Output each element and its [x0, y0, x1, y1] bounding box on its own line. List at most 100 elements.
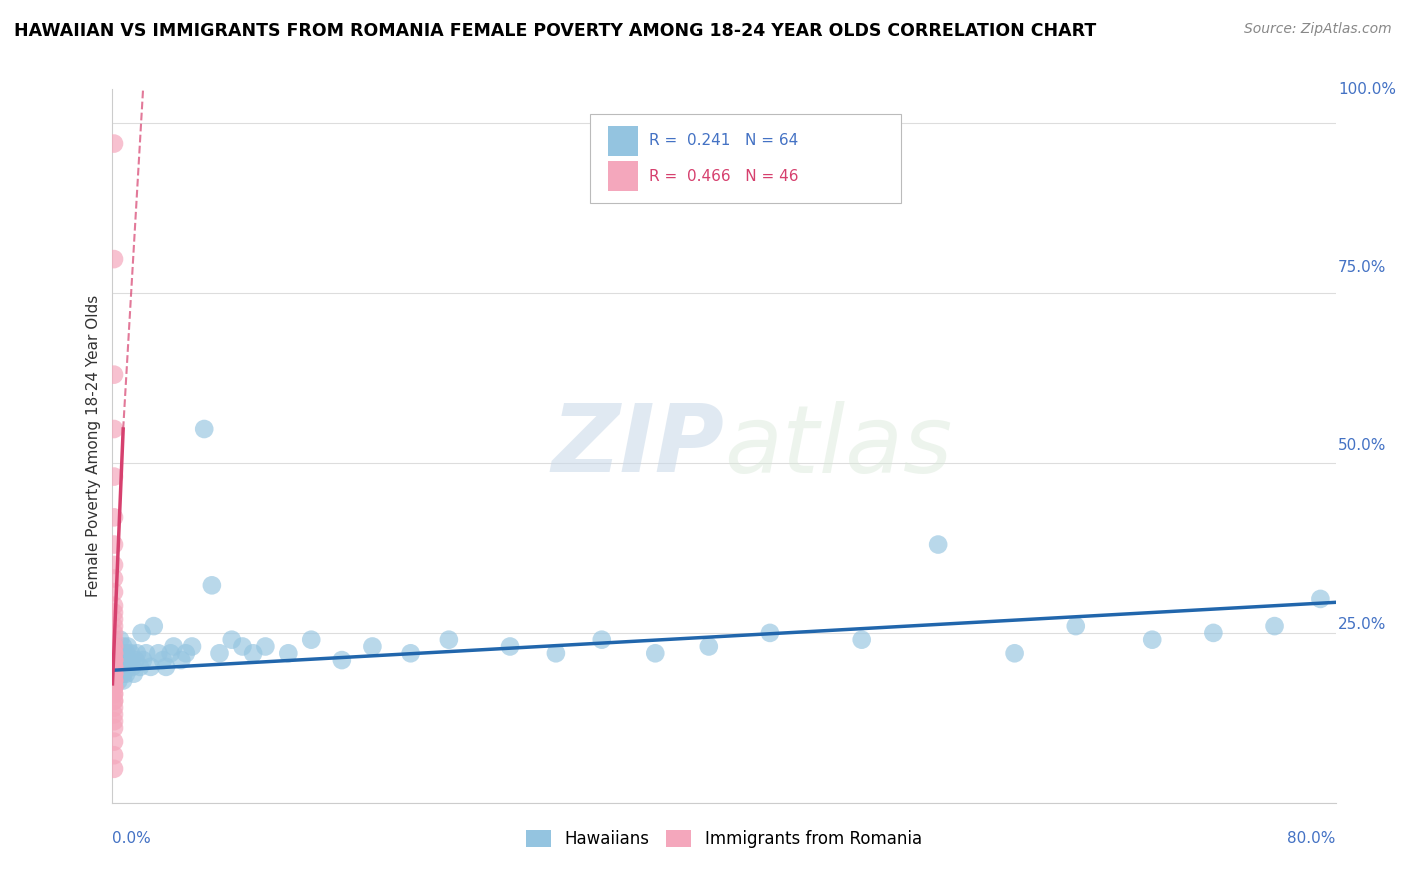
Point — [103, 666, 125, 681]
Text: Source: ZipAtlas.com: Source: ZipAtlas.com — [1244, 22, 1392, 37]
Point — [299, 632, 322, 647]
Point — [112, 640, 135, 654]
Text: R =  0.466   N = 46: R = 0.466 N = 46 — [650, 169, 799, 184]
Point — [208, 646, 231, 660]
Point — [591, 632, 613, 647]
Point — [103, 653, 125, 667]
Point — [103, 136, 125, 151]
Point — [103, 748, 125, 763]
Point — [105, 660, 128, 674]
Point — [181, 640, 204, 654]
Point — [159, 646, 181, 660]
Point — [1064, 619, 1087, 633]
Point — [103, 660, 125, 674]
Point — [103, 640, 125, 654]
Point — [142, 619, 165, 633]
Text: ZIP: ZIP — [551, 400, 724, 492]
Point — [103, 666, 125, 681]
Point — [103, 687, 125, 701]
Point — [132, 653, 155, 667]
Point — [1142, 632, 1164, 647]
Point — [103, 660, 125, 674]
Text: 25.0%: 25.0% — [1339, 617, 1386, 632]
Text: 50.0%: 50.0% — [1339, 439, 1386, 453]
Point — [103, 680, 125, 694]
FancyBboxPatch shape — [607, 161, 638, 191]
Point — [399, 646, 422, 660]
Point — [242, 646, 264, 660]
Point — [124, 653, 146, 667]
Point — [1309, 591, 1331, 606]
Point — [644, 646, 666, 660]
Point — [103, 721, 125, 735]
Point — [111, 660, 134, 674]
Point — [114, 653, 136, 667]
Text: 80.0%: 80.0% — [1288, 831, 1336, 847]
Point — [129, 660, 152, 674]
Point — [103, 673, 125, 688]
Point — [103, 666, 125, 681]
Text: HAWAIIAN VS IMMIGRANTS FROM ROMANIA FEMALE POVERTY AMONG 18-24 YEAR OLDS CORRELA: HAWAIIAN VS IMMIGRANTS FROM ROMANIA FEMA… — [14, 22, 1097, 40]
Point — [115, 646, 138, 660]
Point — [163, 640, 186, 654]
Point — [103, 653, 125, 667]
Point — [103, 368, 125, 382]
Legend: Hawaiians, Immigrants from Romania: Hawaiians, Immigrants from Romania — [520, 823, 928, 855]
Point — [103, 469, 125, 483]
Point — [174, 646, 197, 660]
Point — [108, 632, 131, 647]
Point — [125, 646, 148, 660]
Point — [277, 646, 299, 660]
Text: atlas: atlas — [724, 401, 952, 491]
Point — [927, 537, 949, 551]
Text: 75.0%: 75.0% — [1339, 260, 1386, 275]
Point — [103, 558, 125, 572]
Point — [120, 646, 142, 660]
Point — [330, 653, 353, 667]
Point — [103, 680, 125, 694]
Point — [103, 510, 125, 524]
Point — [170, 653, 193, 667]
FancyBboxPatch shape — [607, 126, 638, 155]
Point — [103, 606, 125, 620]
Point — [103, 660, 125, 674]
Point — [1264, 619, 1286, 633]
Point — [103, 694, 125, 708]
Point — [103, 707, 125, 722]
Point — [135, 646, 157, 660]
Point — [103, 599, 125, 613]
Point — [221, 632, 243, 647]
Text: 0.0%: 0.0% — [112, 831, 152, 847]
Point — [193, 422, 215, 436]
Point — [103, 640, 125, 654]
Point — [103, 619, 125, 633]
Point — [103, 694, 125, 708]
Point — [103, 632, 125, 647]
Point — [103, 572, 125, 586]
Point — [103, 734, 125, 748]
Point — [103, 422, 125, 436]
Point — [437, 632, 460, 647]
Point — [114, 660, 136, 674]
FancyBboxPatch shape — [589, 114, 901, 203]
Point — [115, 666, 138, 681]
Point — [148, 646, 170, 660]
Point — [103, 700, 125, 714]
Point — [1202, 626, 1225, 640]
Point — [103, 687, 125, 701]
Point — [122, 666, 145, 681]
Point — [103, 646, 125, 660]
Point — [851, 632, 873, 647]
Point — [1004, 646, 1026, 660]
Point — [697, 640, 720, 654]
Point — [231, 640, 253, 654]
Point — [111, 653, 134, 667]
Point — [108, 646, 131, 660]
Point — [103, 762, 125, 776]
Point — [152, 653, 174, 667]
Text: 100.0%: 100.0% — [1339, 82, 1396, 96]
Point — [121, 660, 143, 674]
Point — [361, 640, 384, 654]
Text: R =  0.241   N = 64: R = 0.241 N = 64 — [650, 133, 799, 148]
Point — [103, 646, 125, 660]
